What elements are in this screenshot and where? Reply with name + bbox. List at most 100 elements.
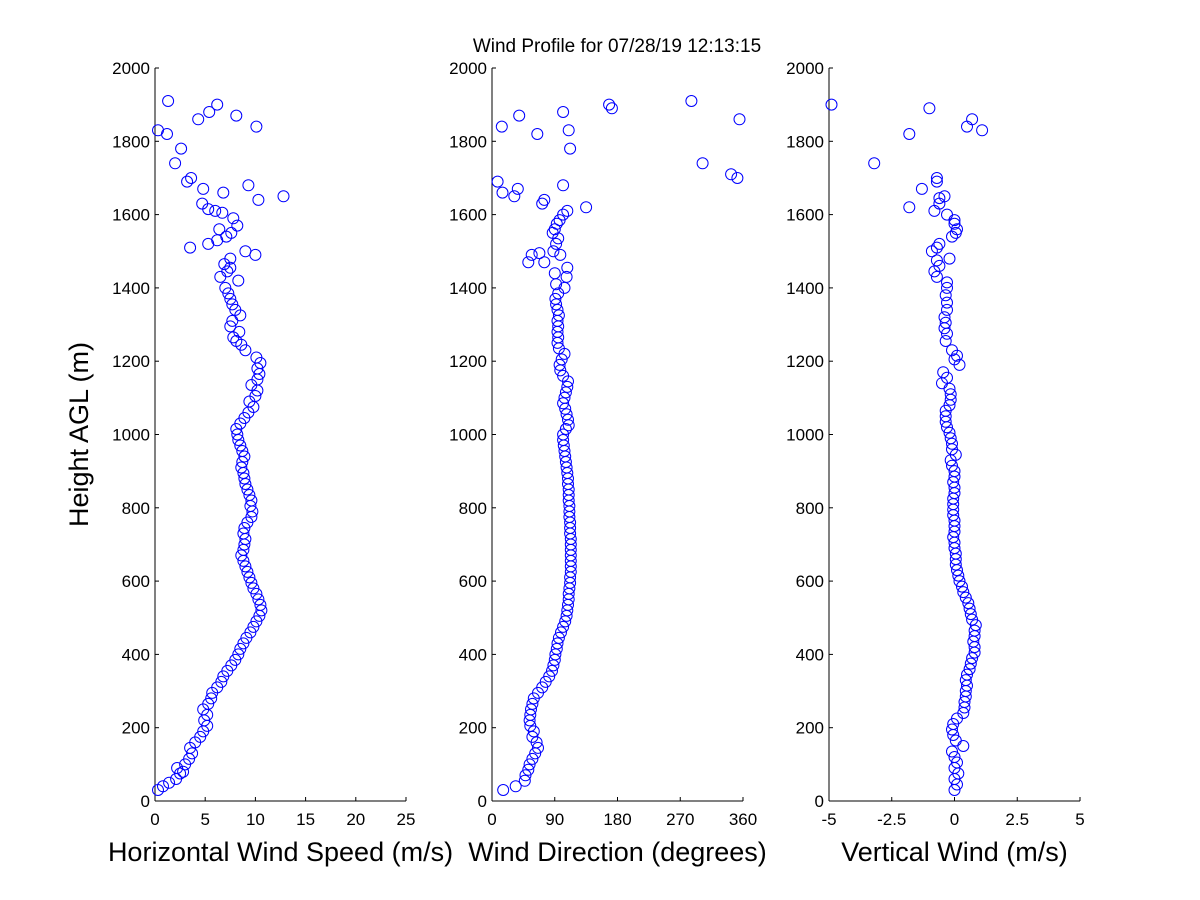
data-point: [561, 261, 574, 274]
data-point: [252, 193, 265, 206]
data-point: [868, 157, 881, 170]
data-point: [245, 576, 258, 589]
data-point: [553, 358, 566, 371]
y-tick-label: 1000: [112, 426, 150, 445]
y-tick-label: 600: [459, 572, 487, 591]
data-point: [238, 472, 251, 485]
data-point: [962, 597, 975, 610]
data-point: [245, 494, 258, 507]
y-tick-label: 1400: [449, 279, 487, 298]
data-point: [938, 311, 951, 324]
data-point: [903, 128, 916, 140]
data-point: [557, 397, 570, 410]
data-point: [551, 637, 564, 650]
data-point: [224, 252, 237, 265]
data-point: [254, 598, 267, 611]
data-point: [235, 461, 248, 474]
data-point: [224, 261, 237, 274]
x-tick-label: 5: [1075, 810, 1084, 829]
x-axis-label: Vertical Wind (m/s): [841, 837, 1068, 867]
x-tick-label: 2.5: [1005, 810, 1029, 829]
data-point: [903, 201, 916, 214]
data-point: [225, 226, 238, 239]
data-point: [247, 620, 260, 633]
data-point: [557, 179, 570, 192]
data-point: [549, 292, 562, 305]
subplot-vertical: 0 200 400 600 800 1000 1200 1400 1600 1800 2000 -5 -…: [786, 59, 1085, 867]
data-point: [239, 245, 252, 258]
x-axis-label: Horizontal Wind Speed (m/s): [108, 837, 453, 867]
y-tick-label: 200: [122, 719, 150, 738]
data-point: [952, 569, 965, 582]
data-point: [939, 410, 952, 423]
data-point: [243, 571, 256, 584]
subplot-direction: 0 200 400 600 800 1000 1200 1400 1600 1800 2000 0 90…: [449, 59, 767, 867]
data-point: [247, 582, 260, 595]
data-point: [157, 780, 169, 793]
data-point: [213, 223, 226, 236]
data-point: [930, 270, 943, 283]
data-point: [177, 765, 190, 778]
data-point: [224, 320, 237, 333]
data-point: [162, 95, 175, 107]
data-point: [242, 179, 255, 192]
data-point: [941, 281, 953, 294]
data-point: [546, 664, 558, 677]
data-point: [250, 587, 263, 600]
data-point: [244, 626, 257, 639]
figure-title: Wind Profile for 07/28/19 12:13:15: [473, 36, 761, 57]
data-point: [946, 459, 958, 472]
data-point: [560, 408, 573, 421]
data-point: [196, 197, 209, 210]
data-point: [209, 204, 222, 217]
data-points: [491, 95, 746, 796]
x-tick-label: 10: [246, 810, 265, 829]
data-point: [948, 217, 961, 230]
data-point: [235, 549, 248, 562]
data-point: [561, 380, 574, 393]
data-point: [203, 106, 216, 118]
data-point: [211, 98, 224, 111]
data-point: [939, 316, 952, 329]
data-point: [564, 142, 577, 155]
data-point: [222, 287, 235, 300]
data-point: [963, 663, 976, 676]
x-tick-label: -5: [821, 810, 836, 829]
subplot-speed: 0 200 400 600 800 1000 1200 1400 1600 1800 2000 0 5 1…: [64, 59, 453, 867]
x-tick-label: 360: [729, 810, 757, 829]
y-tick-label: 1200: [112, 352, 150, 371]
data-point: [219, 281, 232, 294]
data-point: [181, 175, 194, 188]
data-point: [550, 237, 563, 250]
data-point: [959, 591, 972, 604]
data-point: [951, 223, 963, 236]
data-point: [238, 450, 251, 463]
y-tick-label: 1000: [786, 426, 824, 445]
data-point: [163, 776, 176, 789]
data-point: [939, 335, 952, 347]
data-point: [237, 637, 250, 650]
data-point: [941, 296, 953, 309]
data-point: [513, 109, 526, 122]
data-point: [555, 626, 567, 639]
data-point: [186, 747, 199, 760]
x-tick-label: 270: [666, 810, 694, 829]
data-point: [946, 745, 958, 758]
data-point: [933, 192, 946, 205]
data-point: [234, 642, 247, 655]
data-point: [522, 763, 535, 776]
data-point: [946, 344, 958, 357]
data-point: [234, 439, 247, 452]
data-point: [552, 309, 565, 322]
data-point: [229, 303, 242, 316]
data-point: [171, 762, 184, 774]
data-point: [237, 527, 250, 540]
data-point: [731, 172, 744, 184]
data-point: [250, 615, 263, 628]
y-tick-label: 1000: [449, 426, 487, 445]
data-point: [964, 608, 977, 621]
data-point: [937, 366, 950, 379]
data-point: [603, 98, 616, 111]
y-tick-label: 2000: [786, 59, 824, 78]
data-point: [194, 730, 207, 743]
